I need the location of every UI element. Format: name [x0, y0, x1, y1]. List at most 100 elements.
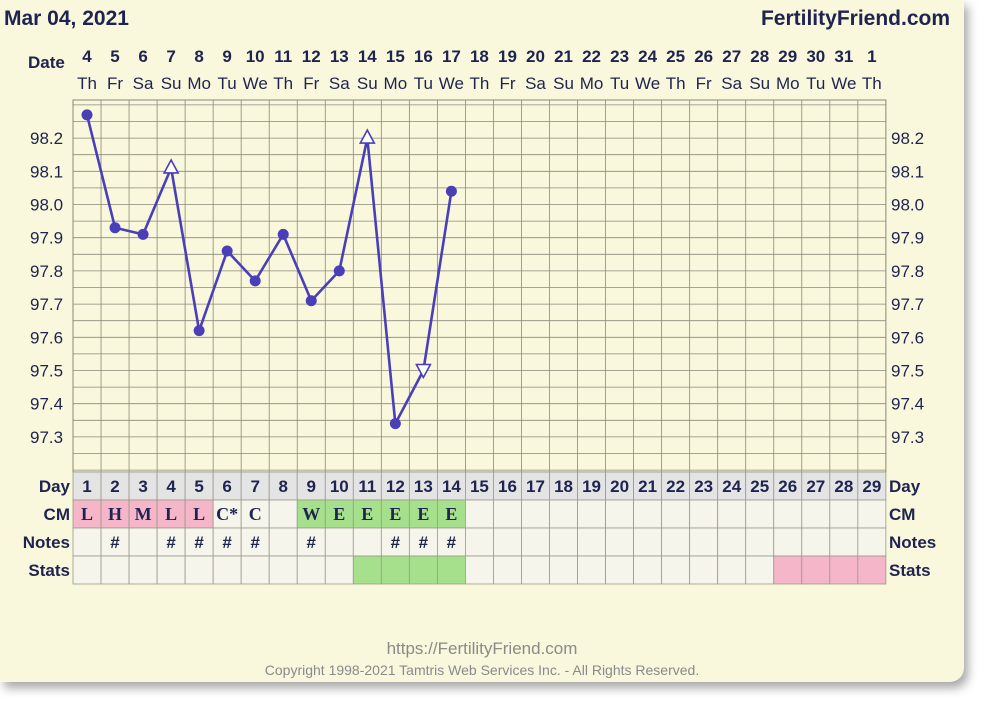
- temp-point: [249, 275, 261, 287]
- weekday-label: We: [635, 74, 660, 93]
- stats-cell: [436, 555, 466, 585]
- stats-cell: [717, 555, 747, 585]
- cm-cell-label: L: [165, 504, 177, 524]
- notes-cell-label: #: [307, 533, 317, 552]
- weekday-label: Sa: [133, 74, 154, 93]
- weekday-label: Tu: [806, 74, 825, 93]
- date-label: 21: [554, 47, 573, 66]
- date-label: 25: [666, 47, 685, 66]
- cm-cell-label: C: [249, 504, 262, 524]
- cm-cell-label: M: [135, 504, 152, 524]
- date-label: 1: [867, 47, 876, 66]
- weekday-label: Sa: [329, 74, 350, 93]
- date-label: 22: [582, 47, 601, 66]
- notes-cell-label: #: [391, 533, 401, 552]
- y-tick-label-right: 97.4: [891, 395, 924, 414]
- stats-cell: [212, 555, 242, 585]
- footer-url[interactable]: https://FertilityFriend.com: [386, 639, 578, 658]
- day-cell-label: 16: [498, 477, 517, 496]
- cm-cell: [773, 499, 803, 529]
- day-cell-label: 26: [778, 477, 797, 496]
- temp-point-open-down: [415, 363, 432, 380]
- cm-cell: [605, 499, 635, 529]
- y-tick-label-right: 97.8: [891, 262, 924, 281]
- date-label: 26: [694, 47, 713, 66]
- temp-point: [305, 295, 317, 307]
- notes-cell: [829, 527, 859, 557]
- stats-cell: [689, 555, 719, 585]
- temp-point-open-up: [162, 158, 180, 174]
- cm-cell-label: L: [193, 504, 205, 524]
- stats-cell: [465, 555, 494, 585]
- date-label: 23: [610, 47, 629, 66]
- cm-cell: [493, 499, 522, 529]
- day-cell: [436, 471, 466, 501]
- notes-cell: [549, 527, 578, 557]
- date-label: 15: [386, 47, 405, 66]
- cm-cell: [689, 499, 719, 529]
- stats-cell: [549, 555, 578, 585]
- temp-point: [81, 109, 93, 121]
- stats-cell: [268, 555, 298, 585]
- cm-cell: [184, 499, 214, 529]
- day-cell-label: 28: [834, 477, 853, 496]
- cm-cell-label: E: [333, 504, 345, 524]
- stats-cell: [801, 555, 831, 585]
- cm-cell: [324, 499, 354, 529]
- weekday-label: Sa: [525, 74, 546, 93]
- notes-cell: [408, 527, 438, 557]
- weekday-label: Su: [553, 74, 574, 93]
- notes-cell: [324, 527, 354, 557]
- cm-cell: [268, 499, 298, 529]
- date-label: 20: [526, 47, 545, 66]
- date-label: 29: [778, 47, 797, 66]
- day-cell-label: 21: [638, 477, 657, 496]
- cm-cell: [100, 499, 130, 529]
- notes-cell: [436, 527, 466, 557]
- day-cell-label: 19: [582, 477, 601, 496]
- weekday-label: Su: [357, 74, 378, 93]
- notes-cell-label: #: [166, 533, 176, 552]
- stats-cell: [352, 555, 382, 585]
- notes-cell: [521, 527, 550, 557]
- weekday-label: We: [439, 74, 464, 93]
- brand-logo-text[interactable]: FertilityFriend.com: [760, 7, 950, 30]
- weekday-label: Su: [161, 74, 182, 93]
- day-cell-label: 22: [666, 477, 685, 496]
- day-cell: [296, 471, 326, 501]
- cm-row-label-right: CM: [889, 505, 915, 524]
- y-tick-label-right: 97.3: [891, 428, 924, 447]
- day-cell: [156, 471, 186, 501]
- notes-cell: [745, 527, 775, 557]
- temp-point: [137, 228, 149, 240]
- notes-cell: [240, 527, 270, 557]
- day-cell-label: 12: [386, 477, 405, 496]
- weekday-label: Fr: [107, 74, 123, 93]
- stats-cell: [773, 555, 803, 585]
- notes-cell: [184, 527, 214, 557]
- day-cell-label: 2: [110, 477, 119, 496]
- day-cell: [212, 471, 242, 501]
- weekday-label: Sa: [721, 74, 742, 93]
- cm-cell: [717, 499, 747, 529]
- weekday-label: Mo: [580, 74, 604, 93]
- temp-point: [333, 265, 345, 277]
- cm-cell-label: E: [389, 504, 401, 524]
- weekday-label: Su: [749, 74, 770, 93]
- cm-cell: [408, 499, 438, 529]
- weekday-label: Mo: [776, 74, 800, 93]
- y-tick-label-left: 97.5: [30, 362, 63, 381]
- day-cell: [408, 471, 438, 501]
- day-cell-label: 25: [750, 477, 769, 496]
- day-cell: [352, 471, 382, 501]
- temp-point: [221, 245, 233, 257]
- notes-cell: [605, 527, 635, 557]
- weekday-label: Th: [77, 74, 97, 93]
- notes-cell: [465, 527, 494, 557]
- stats-cell: [521, 555, 550, 585]
- temp-point: [277, 228, 289, 240]
- day-cell: [801, 471, 831, 501]
- weekday-label: We: [243, 74, 268, 93]
- cm-cell-label: C*: [216, 504, 238, 524]
- cm-cell-label: E: [361, 504, 373, 524]
